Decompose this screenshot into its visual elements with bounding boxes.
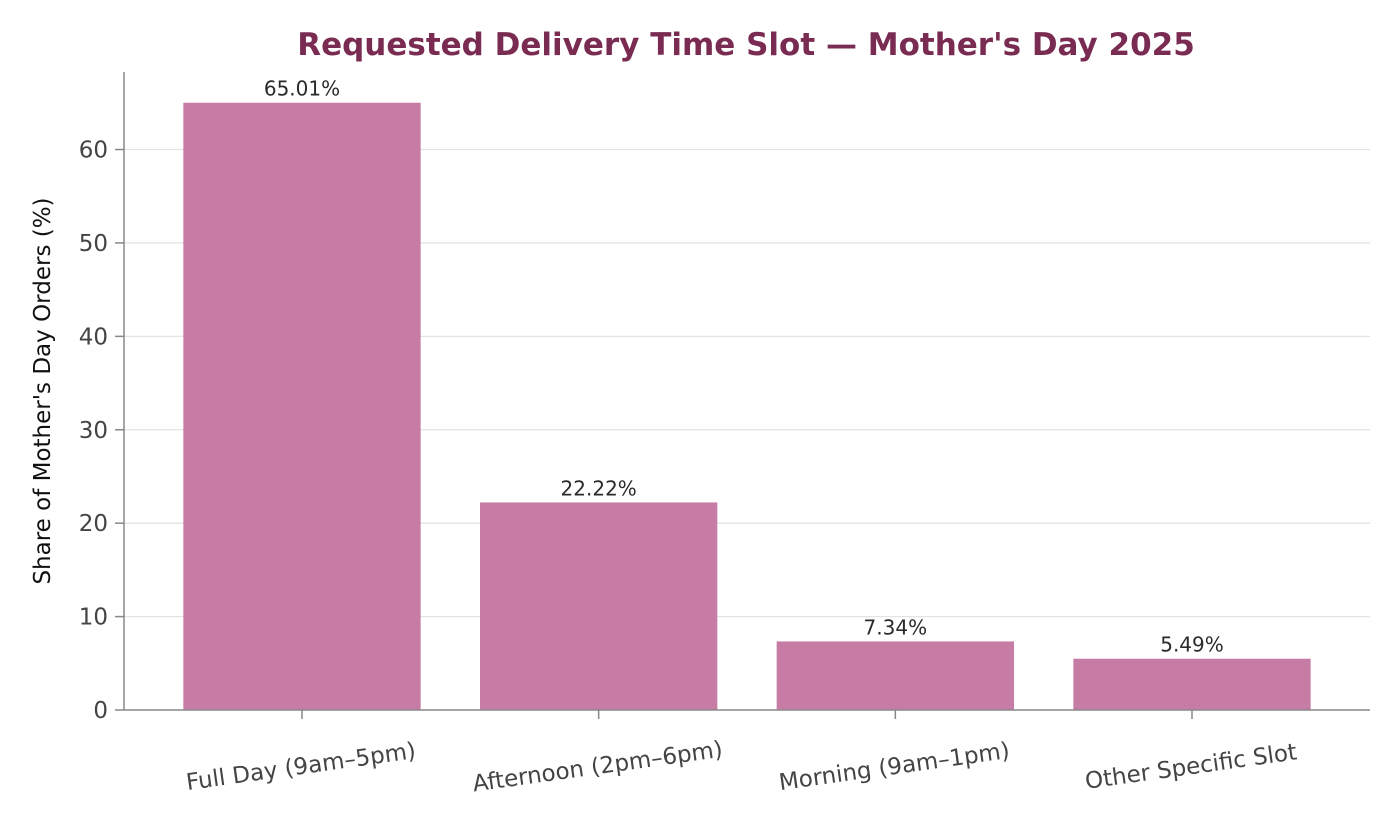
bar-value-label: 7.34% xyxy=(864,615,928,639)
y-tick-label: 40 xyxy=(79,324,108,350)
y-tick-label: 20 xyxy=(79,511,108,537)
y-tick-label: 50 xyxy=(79,231,108,257)
chart-title: Requested Delivery Time Slot — Mother's … xyxy=(297,27,1195,63)
y-tick-label: 30 xyxy=(79,418,108,444)
bar xyxy=(480,502,718,710)
bar xyxy=(776,641,1014,710)
bar xyxy=(1073,658,1311,710)
bar-value-label: 22.22% xyxy=(561,476,637,500)
axes xyxy=(115,72,1370,719)
bars xyxy=(183,102,1311,710)
x-tick-label: Morning (9am–1pm) xyxy=(777,738,1011,796)
x-tick-label: Full Day (9am–5pm) xyxy=(185,738,418,796)
bar-value-label: 65.01% xyxy=(264,77,340,101)
y-tick-label: 0 xyxy=(93,698,108,724)
y-tick-label: 10 xyxy=(79,605,108,631)
x-tick-label: Afternoon (2pm–6pm) xyxy=(471,737,724,798)
y-axis-label: Share of Mother's Day Orders (%) xyxy=(30,197,56,584)
bar xyxy=(183,102,421,710)
bar-value-label: 5.49% xyxy=(1160,633,1224,657)
x-tick-label: Other Specific Slot xyxy=(1083,739,1298,794)
y-tick-label: 60 xyxy=(79,138,108,164)
